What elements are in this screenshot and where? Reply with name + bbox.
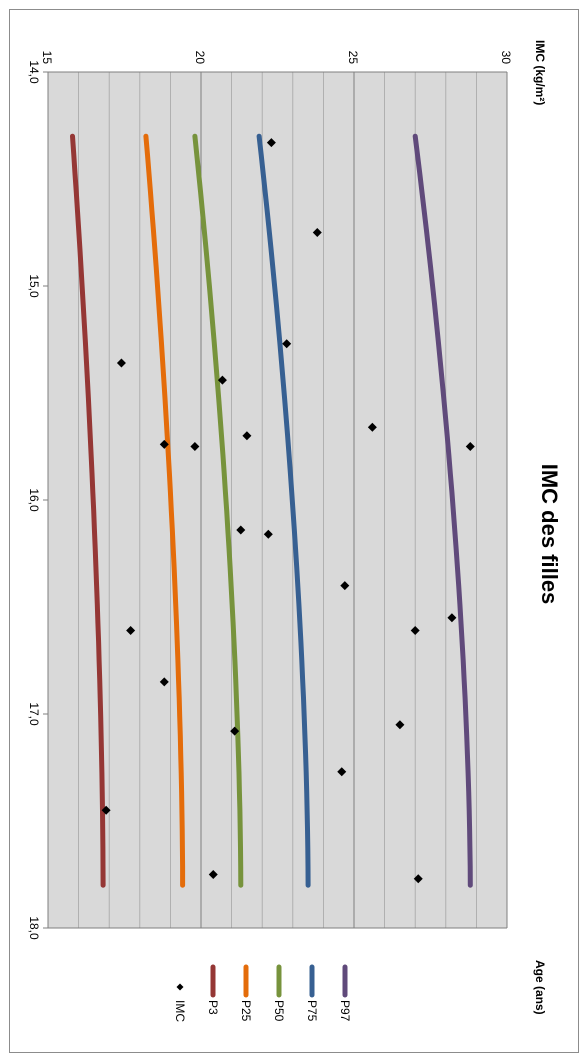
legend: P97 P75 P50 P25 P3 IMC [173,967,352,1022]
y-axis-title: IMC (kg/m²) [533,40,547,105]
plot-area: 15 20 25 30 14,0 15,0 16,0 17,0 18,0 [27,51,513,940]
x-tick-label: 14,0 [27,60,41,84]
legend-label: P50 [272,1000,286,1022]
legend-label: P75 [305,1000,319,1022]
chart-title: IMC des filles [537,464,562,605]
legend-label: P97 [338,1000,352,1022]
x-tick-label: 17,0 [27,702,41,726]
legend-label: P25 [239,1000,253,1022]
y-tick-label: 25 [346,51,360,65]
plot-background [48,72,507,928]
legend-label: P3 [206,1000,220,1015]
x-tick-label: 15,0 [27,274,41,298]
y-tick-label: 20 [193,51,207,65]
y-tick-label: 15 [40,51,54,65]
x-tick-label: 18,0 [27,916,41,940]
y-tick-label: 30 [499,51,513,65]
legend-label: IMC [173,1000,187,1022]
x-tick-label: 16,0 [27,488,41,512]
x-axis-title: Age (ans) [533,960,547,1015]
legend-swatch-imc [177,984,184,991]
